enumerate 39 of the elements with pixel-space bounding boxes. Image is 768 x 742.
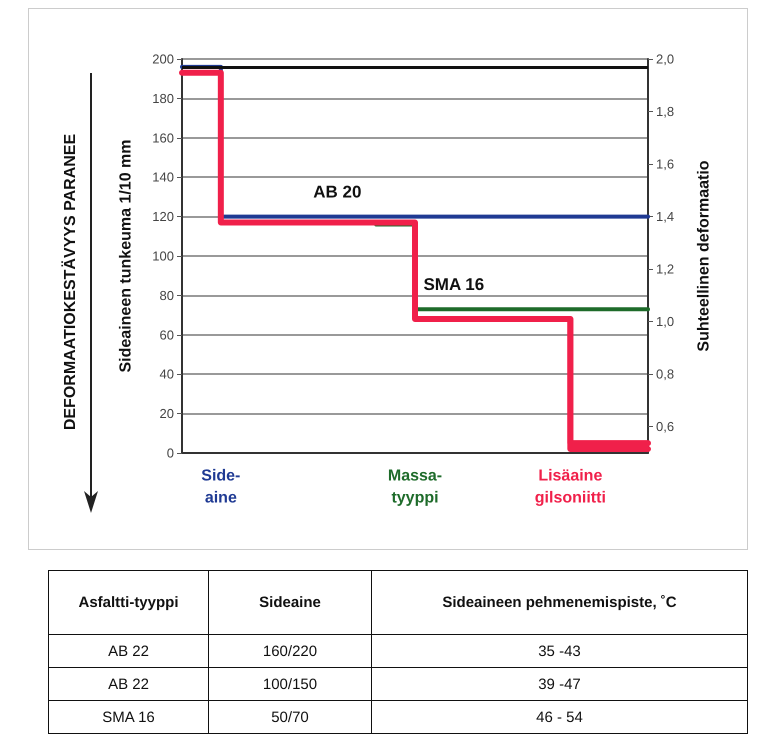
y2-tick-label: 1,4 xyxy=(656,209,674,224)
category-label: Asfaltti-tyyppi xyxy=(48,570,208,634)
y-axis-title: Sideaineen tunkeuma 1/10 mm xyxy=(118,140,134,372)
y-tick-label: 160 xyxy=(152,130,174,146)
y-tick-label: 120 xyxy=(152,209,174,224)
y-tick-label: 80 xyxy=(160,288,174,303)
series-label: AB 20 xyxy=(313,182,362,202)
y-tick-label: 200 xyxy=(152,52,174,66)
text: AB 22 xyxy=(108,676,149,692)
x-tick-label: Massa- tyyppi xyxy=(388,468,442,506)
y-tick-label: 40 xyxy=(160,366,174,382)
text: AB 22 xyxy=(108,642,149,660)
x-tick-label: Side- aine xyxy=(201,468,240,506)
text: 100/150 xyxy=(262,676,318,692)
y-tick-label: 20 xyxy=(160,406,174,422)
x-tick-label: Lisäaine gilsoniitti xyxy=(534,468,606,506)
y-tick-label: 140 xyxy=(152,170,174,185)
y-tick-label: 0 xyxy=(166,446,174,460)
y-tick-label: 100 xyxy=(152,248,174,264)
text: 160/220 xyxy=(262,642,318,660)
text: 46 - 54 xyxy=(536,708,583,726)
y2-tick-label: 0,8 xyxy=(656,366,674,382)
text: DEFORMAATIOKESTÄVYYS PARANEE xyxy=(62,132,80,432)
y2-tick-label: 0,6 xyxy=(656,419,674,434)
y2-tick-label: 1,2 xyxy=(656,262,674,277)
y2-tick-label: 1,8 xyxy=(656,104,674,120)
y2-tick-label: 1,0 xyxy=(656,314,674,330)
text: 39 -47 xyxy=(538,676,581,692)
y2-tick-label: 1,6 xyxy=(656,156,674,172)
category-label: Sideaineen pehmenemispiste, ˚C xyxy=(372,570,748,634)
category-label: Sideaine xyxy=(208,570,372,634)
series-label: SMA 16 xyxy=(423,275,484,294)
y-tick-label: 60 xyxy=(160,327,174,342)
y2-axis-title: Suhteellinen deformaatio xyxy=(696,160,712,352)
text: 35 -43 xyxy=(538,642,581,660)
text: 50/70 xyxy=(271,708,309,726)
y-tick-label: 180 xyxy=(152,90,174,106)
text: SMA 16 xyxy=(102,708,155,726)
y2-tick-label: 2,0 xyxy=(656,52,674,66)
